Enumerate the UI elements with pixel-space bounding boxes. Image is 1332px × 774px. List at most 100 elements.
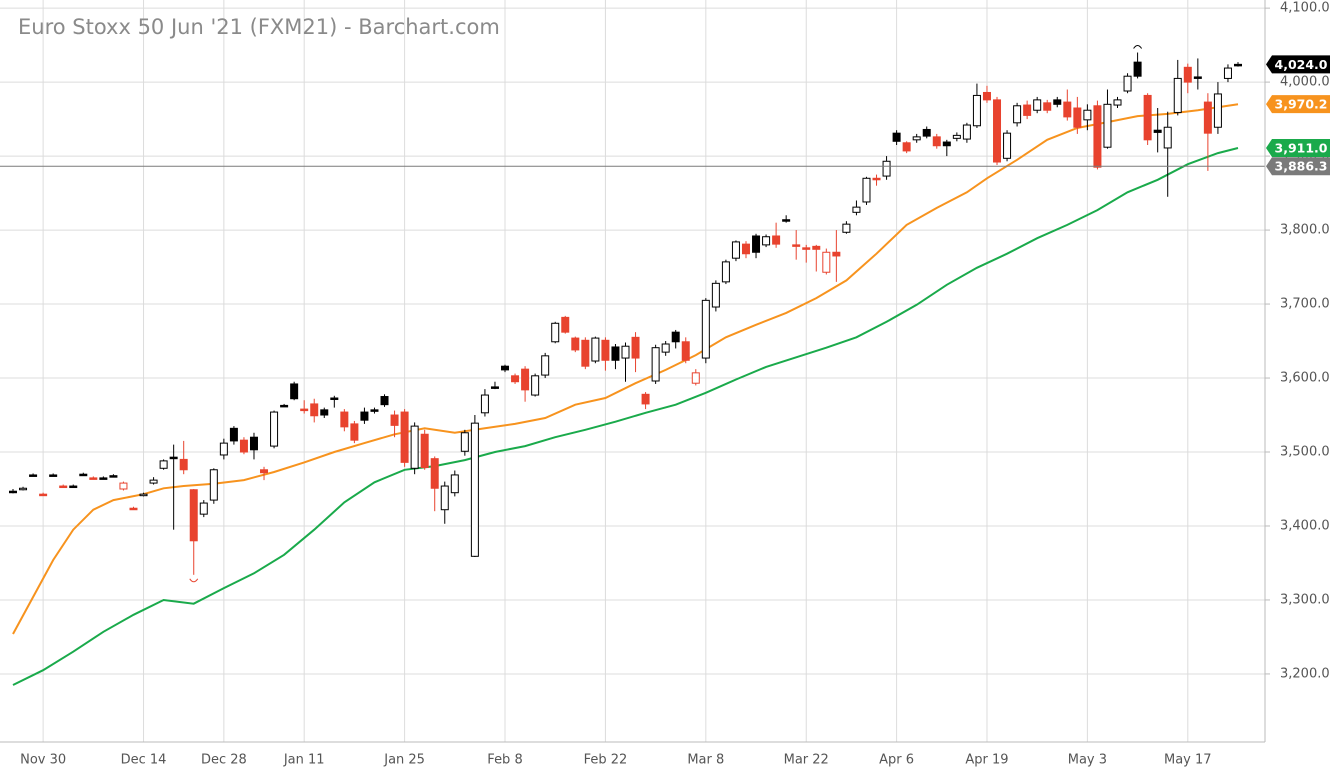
candle-body <box>1213 93 1222 128</box>
candle-body <box>79 473 88 477</box>
low-marker <box>189 578 199 583</box>
candle-body <box>1133 61 1142 77</box>
candle-body <box>741 243 750 255</box>
candle-body <box>932 136 941 147</box>
candle-body <box>1063 101 1072 118</box>
candle-body <box>1073 107 1082 128</box>
candle-body <box>601 339 610 361</box>
candle-body <box>621 345 630 359</box>
candle-body <box>1023 104 1032 116</box>
candle-body <box>862 177 871 203</box>
candle-body <box>551 322 560 343</box>
candle-body <box>1203 101 1212 134</box>
y-tick-label: 3,400.0 <box>1280 518 1330 533</box>
candle-body <box>139 493 148 497</box>
candle-body <box>701 299 710 359</box>
candle-body <box>270 411 279 447</box>
candle-body <box>952 134 961 139</box>
candle-body <box>1163 126 1172 149</box>
candle-body <box>410 425 419 469</box>
candle-body <box>1173 77 1182 113</box>
candle-body <box>99 477 108 480</box>
plot <box>0 45 1265 686</box>
candle-body <box>511 375 520 383</box>
candle-body <box>1193 76 1202 79</box>
x-tick-label: Jan 11 <box>283 753 325 768</box>
candle-body <box>300 408 309 412</box>
candle-body <box>1183 66 1192 83</box>
x-tick-label: Feb 22 <box>584 753 628 768</box>
candle-body <box>1083 109 1092 121</box>
price-tag <box>1266 157 1330 176</box>
candle-body <box>1043 102 1052 111</box>
candle-body <box>1013 105 1022 124</box>
candle-body <box>521 368 530 391</box>
candle-body <box>9 490 17 494</box>
candle-body <box>400 411 409 463</box>
candle-body <box>721 261 730 283</box>
candle-body <box>641 393 650 405</box>
candle-body <box>189 489 198 542</box>
candle-body <box>420 433 429 469</box>
candle-body <box>1113 99 1122 106</box>
candle-body <box>69 485 78 489</box>
y-tick-label: 3,300.0 <box>1280 592 1330 607</box>
candle-body <box>782 219 791 222</box>
candle-body <box>370 409 379 412</box>
candle-body <box>812 245 821 250</box>
x-tick-label: Apr 19 <box>965 753 1008 768</box>
candle-body <box>611 346 620 361</box>
candle-body <box>802 247 811 250</box>
price-tag-label: 4,024.0 <box>1275 57 1328 72</box>
candle-body <box>631 336 640 359</box>
candle-body <box>119 482 128 490</box>
x-tick-label: May 3 <box>1068 753 1107 768</box>
candle-body <box>691 372 700 384</box>
candle-body <box>320 409 329 416</box>
candle-body <box>179 458 188 471</box>
candle-body <box>89 477 98 480</box>
candle-body <box>651 347 660 382</box>
candle-body <box>982 91 991 101</box>
candle-body <box>501 365 510 371</box>
candle-body <box>239 439 248 453</box>
price-tag-label: 3,886.3 <box>1275 159 1328 174</box>
candle-body <box>480 394 489 414</box>
y-tick-label: 4,000.0 <box>1280 75 1330 90</box>
candle-body <box>159 460 168 469</box>
candle-body <box>993 99 1002 163</box>
high-marker <box>1133 45 1143 49</box>
candle-body <box>972 94 981 127</box>
candle-body <box>290 383 299 400</box>
candle-body <box>209 469 218 501</box>
y-tick-label: 3,500.0 <box>1280 445 1330 460</box>
moving-average-line <box>12 103 1239 635</box>
axis-labels: 3,200.0 3,300.0 3,400.0 3,500.0 3,600.0 3,700… <box>20 1 1330 768</box>
candle-body <box>1234 63 1242 67</box>
x-tick-label: Dec 28 <box>201 753 247 768</box>
candle-body <box>350 423 359 441</box>
candle-body <box>280 404 289 408</box>
x-tick-label: Nov 30 <box>20 753 66 768</box>
y-tick-label: 3,200.0 <box>1280 666 1330 681</box>
candle-body <box>561 316 570 333</box>
candle-body <box>450 474 459 494</box>
moving-average-line <box>12 147 1239 686</box>
x-tick-label: Feb 8 <box>487 753 522 768</box>
candle-body <box>149 479 158 484</box>
candle-body <box>310 403 319 417</box>
x-tick-label: Dec 14 <box>121 753 167 768</box>
candle-body <box>762 236 771 246</box>
candle-body <box>1123 75 1132 92</box>
candle-body <box>531 375 540 396</box>
candle-body <box>842 223 851 233</box>
y-tick-label: 3,600.0 <box>1280 371 1330 386</box>
candle-body <box>199 502 208 515</box>
candle-body <box>541 355 550 376</box>
candle-body <box>591 337 600 362</box>
candle-body <box>1153 129 1162 133</box>
candle-body <box>470 422 479 557</box>
candle-body <box>1093 105 1102 168</box>
candle-body <box>1103 103 1112 148</box>
